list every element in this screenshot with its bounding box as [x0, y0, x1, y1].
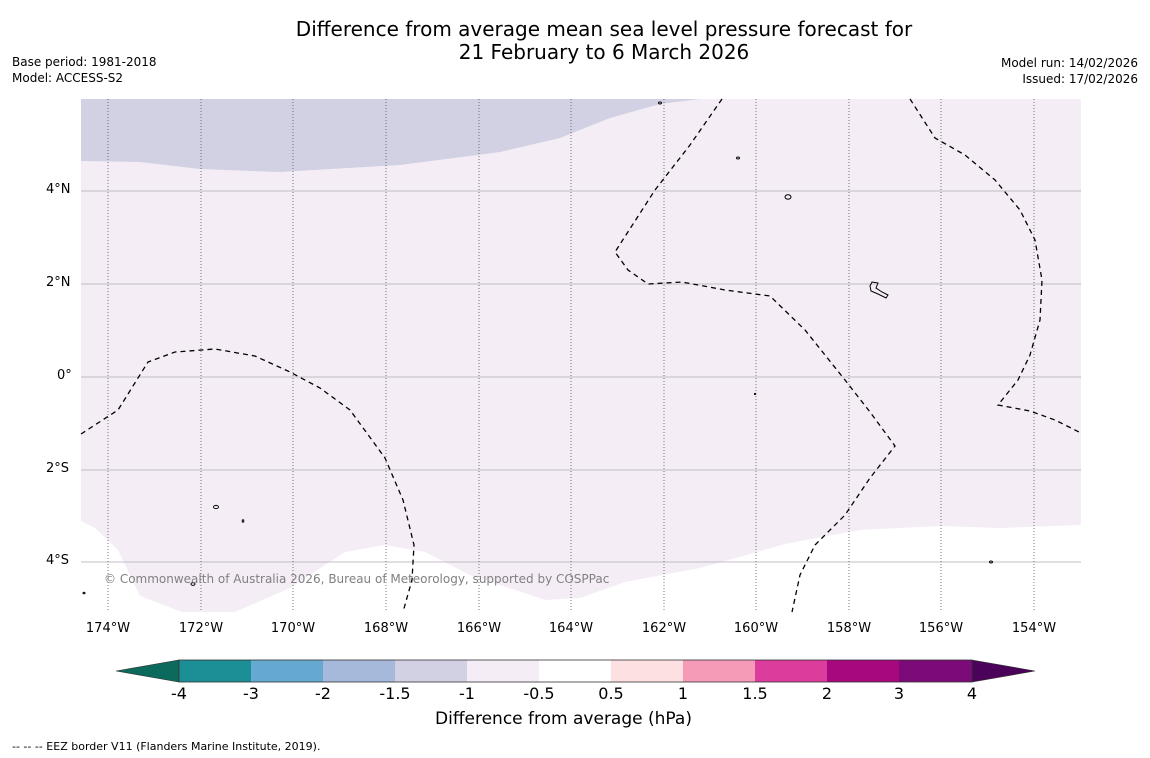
colorbar-tick: -1.5	[379, 684, 411, 703]
colorbar-tick: 1	[677, 684, 689, 703]
island	[213, 504, 219, 510]
colorbar-segment	[179, 660, 251, 682]
island	[753, 392, 757, 396]
eez-borders	[80, 98, 1082, 613]
copyright-notice: © Commonwealth of Australia 2026, Bureau…	[104, 572, 610, 586]
lat-label-2n: 2°N	[46, 275, 71, 290]
title-line-1: Difference from average mean sea level p…	[295, 17, 913, 41]
run-info: Model run: 14/02/2026 Issued: 17/02/2026	[1001, 55, 1138, 87]
colorbar-tick: -4	[171, 684, 187, 703]
island	[241, 519, 245, 523]
lon-label-154w: 154°W	[1011, 621, 1057, 636]
colorbar-segment	[539, 660, 611, 682]
lat-label-4n: 4°N	[46, 182, 71, 197]
colorbar-outline	[178, 659, 973, 683]
colorbar-segment	[251, 660, 323, 682]
eez-border-central	[614, 98, 896, 613]
colorbar-tick: -3	[243, 684, 259, 703]
map-area	[81, 99, 1081, 612]
latitude-gridlines	[81, 190, 1081, 563]
colorbar-segment	[395, 660, 467, 682]
colorbar-tick: 2	[821, 684, 833, 703]
colorbar	[115, 659, 1036, 683]
island	[869, 281, 889, 299]
title-line-2: 21 February to 6 March 2026	[458, 40, 750, 64]
colorbar-segment	[323, 660, 395, 682]
chart-title: Difference from average mean sea level p…	[0, 18, 1150, 64]
lat-label-4s: 4°S	[46, 553, 70, 568]
colorbar-segment	[899, 660, 972, 682]
issued-text: Issued: 17/02/2026	[1022, 72, 1138, 86]
island	[736, 156, 740, 160]
colorbar-tick: 1.5	[742, 684, 768, 703]
lat-label-0: 0°	[57, 368, 72, 383]
lon-label-170w: 170°W	[270, 621, 316, 636]
eez-border-east	[909, 98, 1082, 434]
eez-border-west	[80, 348, 415, 613]
lon-label-174w: 174°W	[85, 621, 131, 636]
lon-label-164w: 164°W	[548, 621, 594, 636]
colorbar-label: Difference from average (hPa)	[435, 709, 692, 729]
pressure-region-minus1-5	[81, 99, 700, 172]
colorbar-segment	[611, 660, 683, 682]
colorbar-tick: -0.5	[523, 684, 555, 703]
colorbar-arrow-right	[971, 659, 1036, 683]
island	[82, 591, 86, 595]
island	[190, 582, 196, 586]
colorbar-tick: 3	[893, 684, 905, 703]
lon-label-156w: 156°W	[918, 621, 964, 636]
lon-label-162w: 162°W	[641, 621, 687, 636]
lon-label-166w: 166°W	[456, 621, 502, 636]
lon-label-158w: 158°W	[826, 621, 872, 636]
colorbar-segment	[827, 660, 899, 682]
colorbar-tick: -1	[459, 684, 475, 703]
model-info: Base period: 1981-2018 Model: ACCESS-S2	[12, 54, 157, 86]
colorbar-segment	[683, 660, 755, 682]
colorbar-segment	[755, 660, 827, 682]
base-period-text: Base period: 1981-2018	[12, 55, 157, 69]
lat-label-2s: 2°S	[46, 461, 70, 476]
colorbar-tick: 0.5	[598, 684, 624, 703]
model-text: Model: ACCESS-S2	[12, 71, 124, 85]
colorbar-segment	[467, 660, 539, 682]
pressure-region-neutral-east	[235, 525, 1081, 612]
colorbar-arrow-left	[115, 659, 180, 683]
pressure-region-neutral	[81, 521, 182, 612]
island	[784, 194, 792, 200]
island	[658, 101, 662, 105]
lon-label-168w: 168°W	[363, 621, 409, 636]
islands	[82, 101, 993, 595]
model-run-text: Model run: 14/02/2026	[1000, 56, 1138, 70]
lon-label-172w: 172°W	[178, 621, 224, 636]
island	[989, 560, 993, 564]
colorbar-tick: 4	[966, 684, 978, 703]
colorbar-tick: -2	[315, 684, 331, 703]
lon-label-160w: 160°W	[733, 621, 779, 636]
eez-legend: -- -- -- EEZ border V11 (Flanders Marine…	[12, 740, 321, 753]
